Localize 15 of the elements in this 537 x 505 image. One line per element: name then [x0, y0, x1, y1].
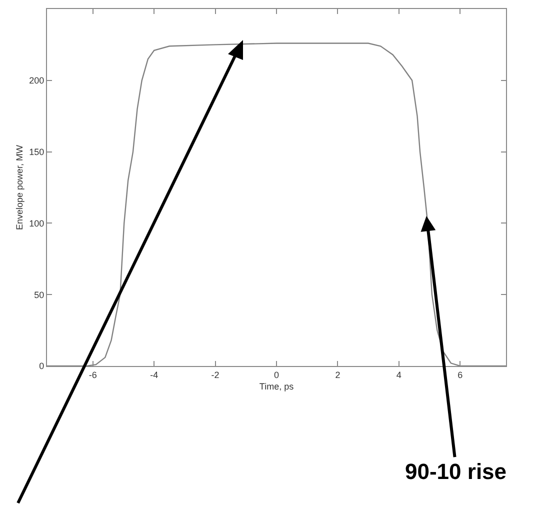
x-tick-label: -2	[211, 370, 220, 380]
y-tick-label: 50	[34, 290, 44, 300]
y-tick-label: 150	[29, 146, 44, 157]
x-tick-label: -6	[88, 370, 97, 380]
y-tick-label: 200	[29, 76, 44, 86]
y-tick-label: 0	[39, 361, 44, 372]
y-tick-label: 100	[29, 218, 44, 228]
x-tick-label: -4	[150, 370, 158, 380]
x-tick-label: 0	[274, 370, 280, 380]
x-axis-title: Time, ps	[259, 382, 294, 392]
y-axis-title: Envelope power, MW	[14, 144, 25, 230]
x-tick-label: 4	[396, 370, 402, 380]
x-tick-label: 6	[458, 370, 463, 380]
x-tick-label: 2	[335, 370, 340, 380]
annotation: 90-10 rise	[405, 459, 507, 484]
